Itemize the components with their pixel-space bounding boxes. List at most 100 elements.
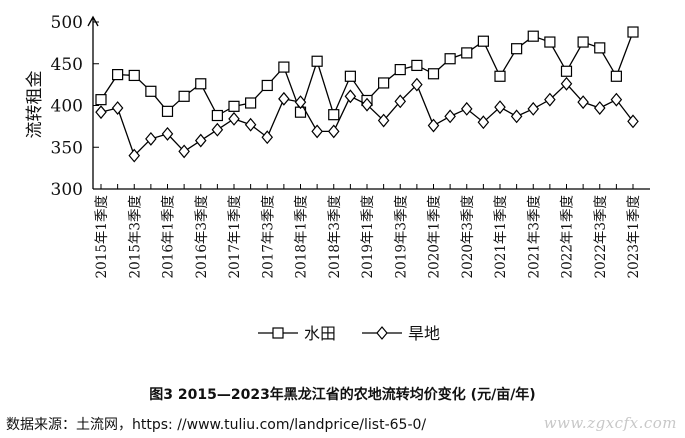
data-point-square (178, 90, 190, 102)
data-point-diamond (411, 77, 423, 92)
data-point-diamond (344, 89, 357, 104)
data-point-square (344, 70, 356, 82)
x-tick-label: 2021年3季度 (526, 195, 542, 278)
data-point-square (228, 100, 240, 112)
data-point-square (272, 327, 284, 339)
data-point-square (477, 35, 489, 47)
data-point-diamond (494, 100, 506, 115)
y-axis-arrow (87, 15, 99, 27)
y-tick-label: 400 (51, 97, 83, 117)
x-tick-label: 2017年3季度 (260, 195, 276, 278)
data-point-square (211, 109, 223, 122)
data-point-square (444, 53, 456, 65)
data-point-square (461, 47, 473, 59)
legend-label: 旱地 (408, 324, 440, 343)
data-point-diamond (610, 92, 623, 107)
data-point-diamond (194, 133, 207, 148)
data-point-diamond (394, 94, 407, 109)
data-point-diamond (211, 122, 224, 137)
data-point-square (577, 36, 589, 48)
data-point-diamond (228, 111, 240, 126)
data-point-diamond (376, 326, 388, 340)
y-tick-label: 500 (51, 13, 83, 33)
data-point-square (494, 70, 506, 82)
x-axis-ticks: 2015年1季度 2015年3季度 2016年1季度 2016年3季度 2017年1季度… (94, 184, 642, 278)
x-tick-label: 2022年3季度 (593, 195, 609, 278)
x-tick-label: 2021年1季度 (493, 195, 509, 278)
data-point-diamond (444, 109, 456, 124)
x-tick-label: 2019年1季度 (360, 195, 376, 278)
data-point-diamond (377, 113, 390, 128)
data-point-diamond (128, 148, 141, 163)
data-point-diamond (427, 118, 440, 133)
x-tick-label: 2017年1季度 (227, 195, 243, 278)
data-point-square (394, 63, 406, 76)
data-point-diamond (261, 130, 274, 145)
y-tick-label: 350 (51, 138, 83, 158)
chart-axes: 流转租金 (25, 15, 650, 190)
x-tick-label: 2018年1季度 (294, 195, 310, 278)
data-point-diamond (145, 131, 157, 146)
data-point-diamond (544, 92, 556, 107)
data-point-square (328, 109, 340, 121)
x-tick-label: 2020年3季度 (460, 195, 476, 278)
data-point-square (278, 61, 290, 73)
data-point-square (195, 78, 207, 90)
data-point-diamond (244, 117, 257, 132)
data-point-square (311, 55, 323, 67)
data-point-square (378, 77, 390, 89)
x-tick-label: 2016年1季度 (161, 195, 177, 278)
x-tick-label: 2018年3季度 (327, 195, 343, 278)
y-axis-ticks: 300 350 400 450 500 (51, 13, 99, 200)
data-point-square (527, 30, 539, 42)
data-point-diamond (161, 126, 174, 141)
data-point-diamond (361, 97, 373, 112)
data-point-square (544, 36, 556, 48)
data-point-square (610, 70, 622, 82)
series-layer (95, 26, 639, 163)
data-point-diamond (627, 114, 639, 129)
data-point-diamond (294, 95, 307, 110)
data-point-square (427, 68, 440, 80)
x-tick-label: 2022年1季度 (560, 195, 576, 278)
series-diamond (95, 76, 639, 163)
data-point-diamond (311, 124, 323, 139)
y-tick-label: 450 (51, 55, 83, 75)
data-point-diamond (95, 105, 107, 120)
data-point-diamond (111, 101, 124, 115)
data-point-square (161, 105, 174, 117)
series-square (95, 26, 639, 122)
data-point-square (261, 79, 273, 92)
data-point-square (245, 97, 257, 109)
data-point-square (411, 59, 423, 72)
legend-item: 水田 (258, 324, 336, 343)
data-point-square (560, 65, 573, 77)
x-tick-label: 2020年1季度 (427, 195, 443, 278)
data-point-diamond (460, 101, 473, 116)
data-point-square (511, 43, 523, 55)
y-tick-label: 300 (51, 180, 83, 200)
data-point-square (594, 42, 606, 54)
data-point-square (145, 85, 157, 97)
data-point-square (128, 69, 140, 82)
x-tick-label: 2023年1季度 (626, 195, 642, 278)
x-tick-label: 2016年3季度 (194, 195, 210, 278)
data-point-square (112, 69, 124, 81)
x-tick-label: 2015年1季度 (94, 195, 110, 278)
legend-item: 旱地 (362, 324, 440, 343)
data-point-diamond (327, 124, 340, 139)
legend: 水田 旱地 (258, 324, 440, 343)
data-point-diamond (593, 101, 606, 115)
data-point-square (95, 94, 107, 106)
x-tick-label: 2015年3季度 (127, 195, 143, 278)
data-point-diamond (510, 109, 523, 124)
source-note: 数据来源：土流网，https: //www.tuliu.com/landpric… (6, 417, 427, 433)
data-point-square (627, 26, 639, 38)
x-tick-label: 2019年3季度 (393, 195, 409, 278)
legend-label: 水田 (304, 324, 336, 343)
y-axis-label: 流转租金 (25, 71, 45, 139)
data-point-diamond (577, 95, 589, 110)
data-point-diamond (527, 101, 540, 116)
data-point-diamond (178, 144, 190, 159)
